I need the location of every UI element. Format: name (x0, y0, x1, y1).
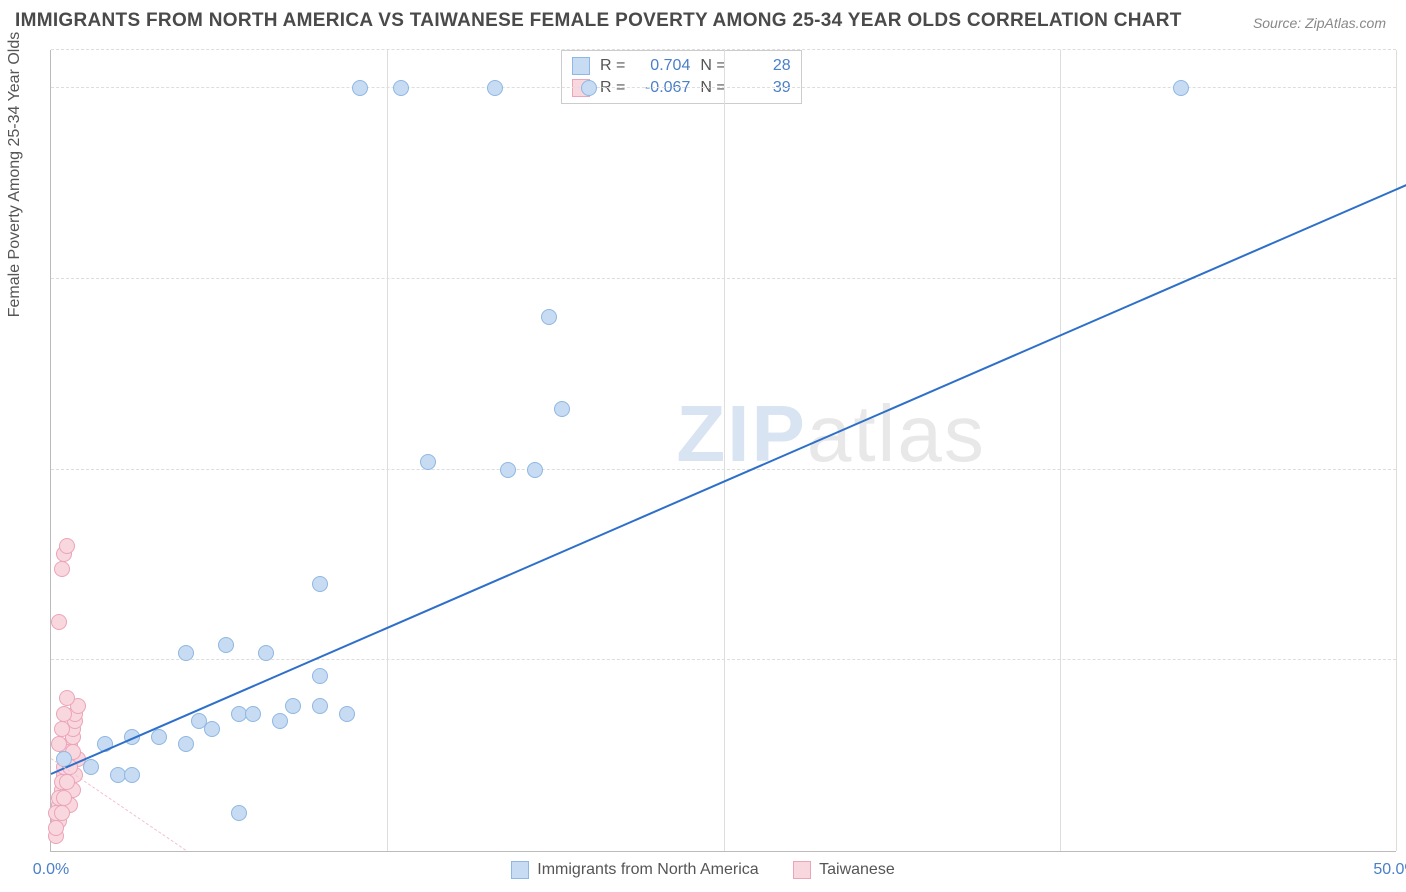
scatter-point-blue (339, 706, 355, 722)
scatter-point-blue (218, 637, 234, 653)
legend-swatch-blue (511, 861, 529, 879)
scatter-point-blue (312, 698, 328, 714)
scatter-point-blue (178, 645, 194, 661)
scatter-point-blue (541, 309, 557, 325)
scatter-point-blue (272, 713, 288, 729)
scatter-point-blue (527, 462, 543, 478)
scatter-point-blue (554, 401, 570, 417)
scatter-point-blue (312, 668, 328, 684)
watermark-zip: ZIP (676, 389, 806, 478)
scatter-point-blue (124, 767, 140, 783)
r-value-blue: 0.704 (635, 57, 690, 75)
scatter-point-blue (420, 454, 436, 470)
scatter-point-pink (56, 790, 72, 806)
y-axis-label: Female Poverty Among 25-34 Year Olds (6, 32, 24, 318)
scatter-point-pink (54, 721, 70, 737)
n-value-blue: 28 (736, 57, 791, 75)
scatter-point-blue (487, 80, 503, 96)
r-label: R = (600, 57, 625, 75)
stats-row-blue: R = 0.704 N = 28 (572, 55, 791, 77)
source-attribution: Source: ZipAtlas.com (1253, 15, 1386, 31)
legend-label-pink: Taiwanese (819, 861, 895, 879)
scatter-point-blue (83, 759, 99, 775)
gridline-vertical (1060, 50, 1061, 851)
scatter-point-blue (258, 645, 274, 661)
scatter-point-blue (393, 80, 409, 96)
gridline-vertical (387, 50, 388, 851)
scatter-point-pink (59, 690, 75, 706)
scatter-point-blue (1173, 80, 1189, 96)
scatter-point-pink (59, 538, 75, 554)
correlation-stats-box: R = 0.704 N = 28 R = -0.067 N = 39 (561, 50, 802, 104)
scatter-point-pink (48, 820, 64, 836)
swatch-blue (572, 57, 590, 75)
scatter-point-pink (51, 614, 67, 630)
legend-item-pink: Taiwanese (793, 861, 895, 879)
scatter-point-blue (500, 462, 516, 478)
plot-region: ZIPatlas R = 0.704 N = 28 R = -0.067 N =… (50, 50, 1396, 852)
gridline-vertical (724, 50, 725, 851)
bottom-legend: Immigrants from North America Taiwanese (0, 861, 1406, 884)
scatter-point-blue (204, 721, 220, 737)
scatter-point-blue (231, 805, 247, 821)
scatter-point-blue (312, 576, 328, 592)
chart-area: Female Poverty Among 25-34 Year Olds ZIP… (50, 50, 1396, 852)
scatter-point-blue (352, 80, 368, 96)
scatter-point-blue (178, 736, 194, 752)
gridline-vertical (1396, 50, 1397, 851)
scatter-point-pink (56, 706, 72, 722)
scatter-point-pink (54, 805, 70, 821)
legend-swatch-pink (793, 861, 811, 879)
scatter-point-blue (581, 80, 597, 96)
legend-item-blue: Immigrants from North America (511, 861, 758, 879)
scatter-point-pink (54, 561, 70, 577)
n-label: N = (700, 57, 725, 75)
scatter-point-pink (59, 774, 75, 790)
trendline-blue (51, 48, 1406, 775)
scatter-point-blue (151, 729, 167, 745)
scatter-point-blue (285, 698, 301, 714)
scatter-point-blue (245, 706, 261, 722)
chart-title: IMMIGRANTS FROM NORTH AMERICA VS TAIWANE… (15, 10, 1182, 32)
legend-label-blue: Immigrants from North America (537, 861, 758, 879)
